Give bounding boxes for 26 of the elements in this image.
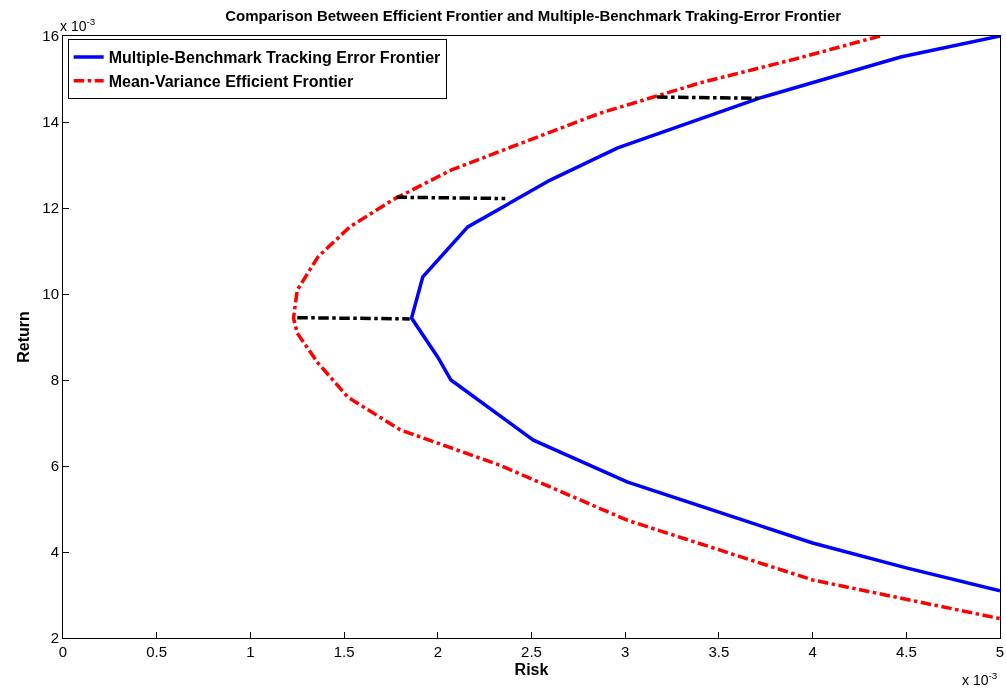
text: x 10$^{-3}$	[60, 16, 96, 34]
y-tick-label: 8	[50, 371, 59, 389]
y-tick-label: 14	[42, 113, 59, 131]
x-tick-label: 3	[621, 643, 630, 660]
x-tick-label: 0	[58, 643, 68, 660]
y-tick-label: 10	[42, 285, 59, 303]
x-tick-label: 5	[995, 643, 1005, 660]
y-tick-label: 12	[42, 199, 59, 217]
x-tick-label: 2.5	[521, 643, 542, 660]
x-tick-label: 4	[808, 643, 817, 660]
legend-label: Mean-Variance Efficient Frontier	[108, 72, 354, 90]
text: x 10$^{-3}$	[962, 670, 998, 688]
x-tick-label: 2	[433, 643, 442, 660]
chart-title: Comparison Between Efficient Frontier and Multiple-Benchmark Traking-Error Frontier	[225, 6, 842, 24]
y-tick-label: 4	[50, 543, 59, 561]
y-tick-label: 6	[50, 457, 59, 475]
x-axis-title: Risk	[514, 660, 549, 678]
x-tick-label: 1.5	[333, 643, 355, 660]
x-tick-label: 0.5	[146, 643, 168, 660]
legend-label: Multiple-Benchmark Tracking Error Frontier	[108, 49, 441, 67]
y-tick-label: 16	[42, 27, 59, 45]
x-tick-label: 1	[246, 643, 255, 660]
x-tick-label: 3.5	[708, 643, 730, 660]
y-axis-title: Return	[15, 311, 33, 363]
y-tick-label: 2	[50, 629, 59, 647]
x-tick-label: 4.5	[895, 643, 917, 660]
